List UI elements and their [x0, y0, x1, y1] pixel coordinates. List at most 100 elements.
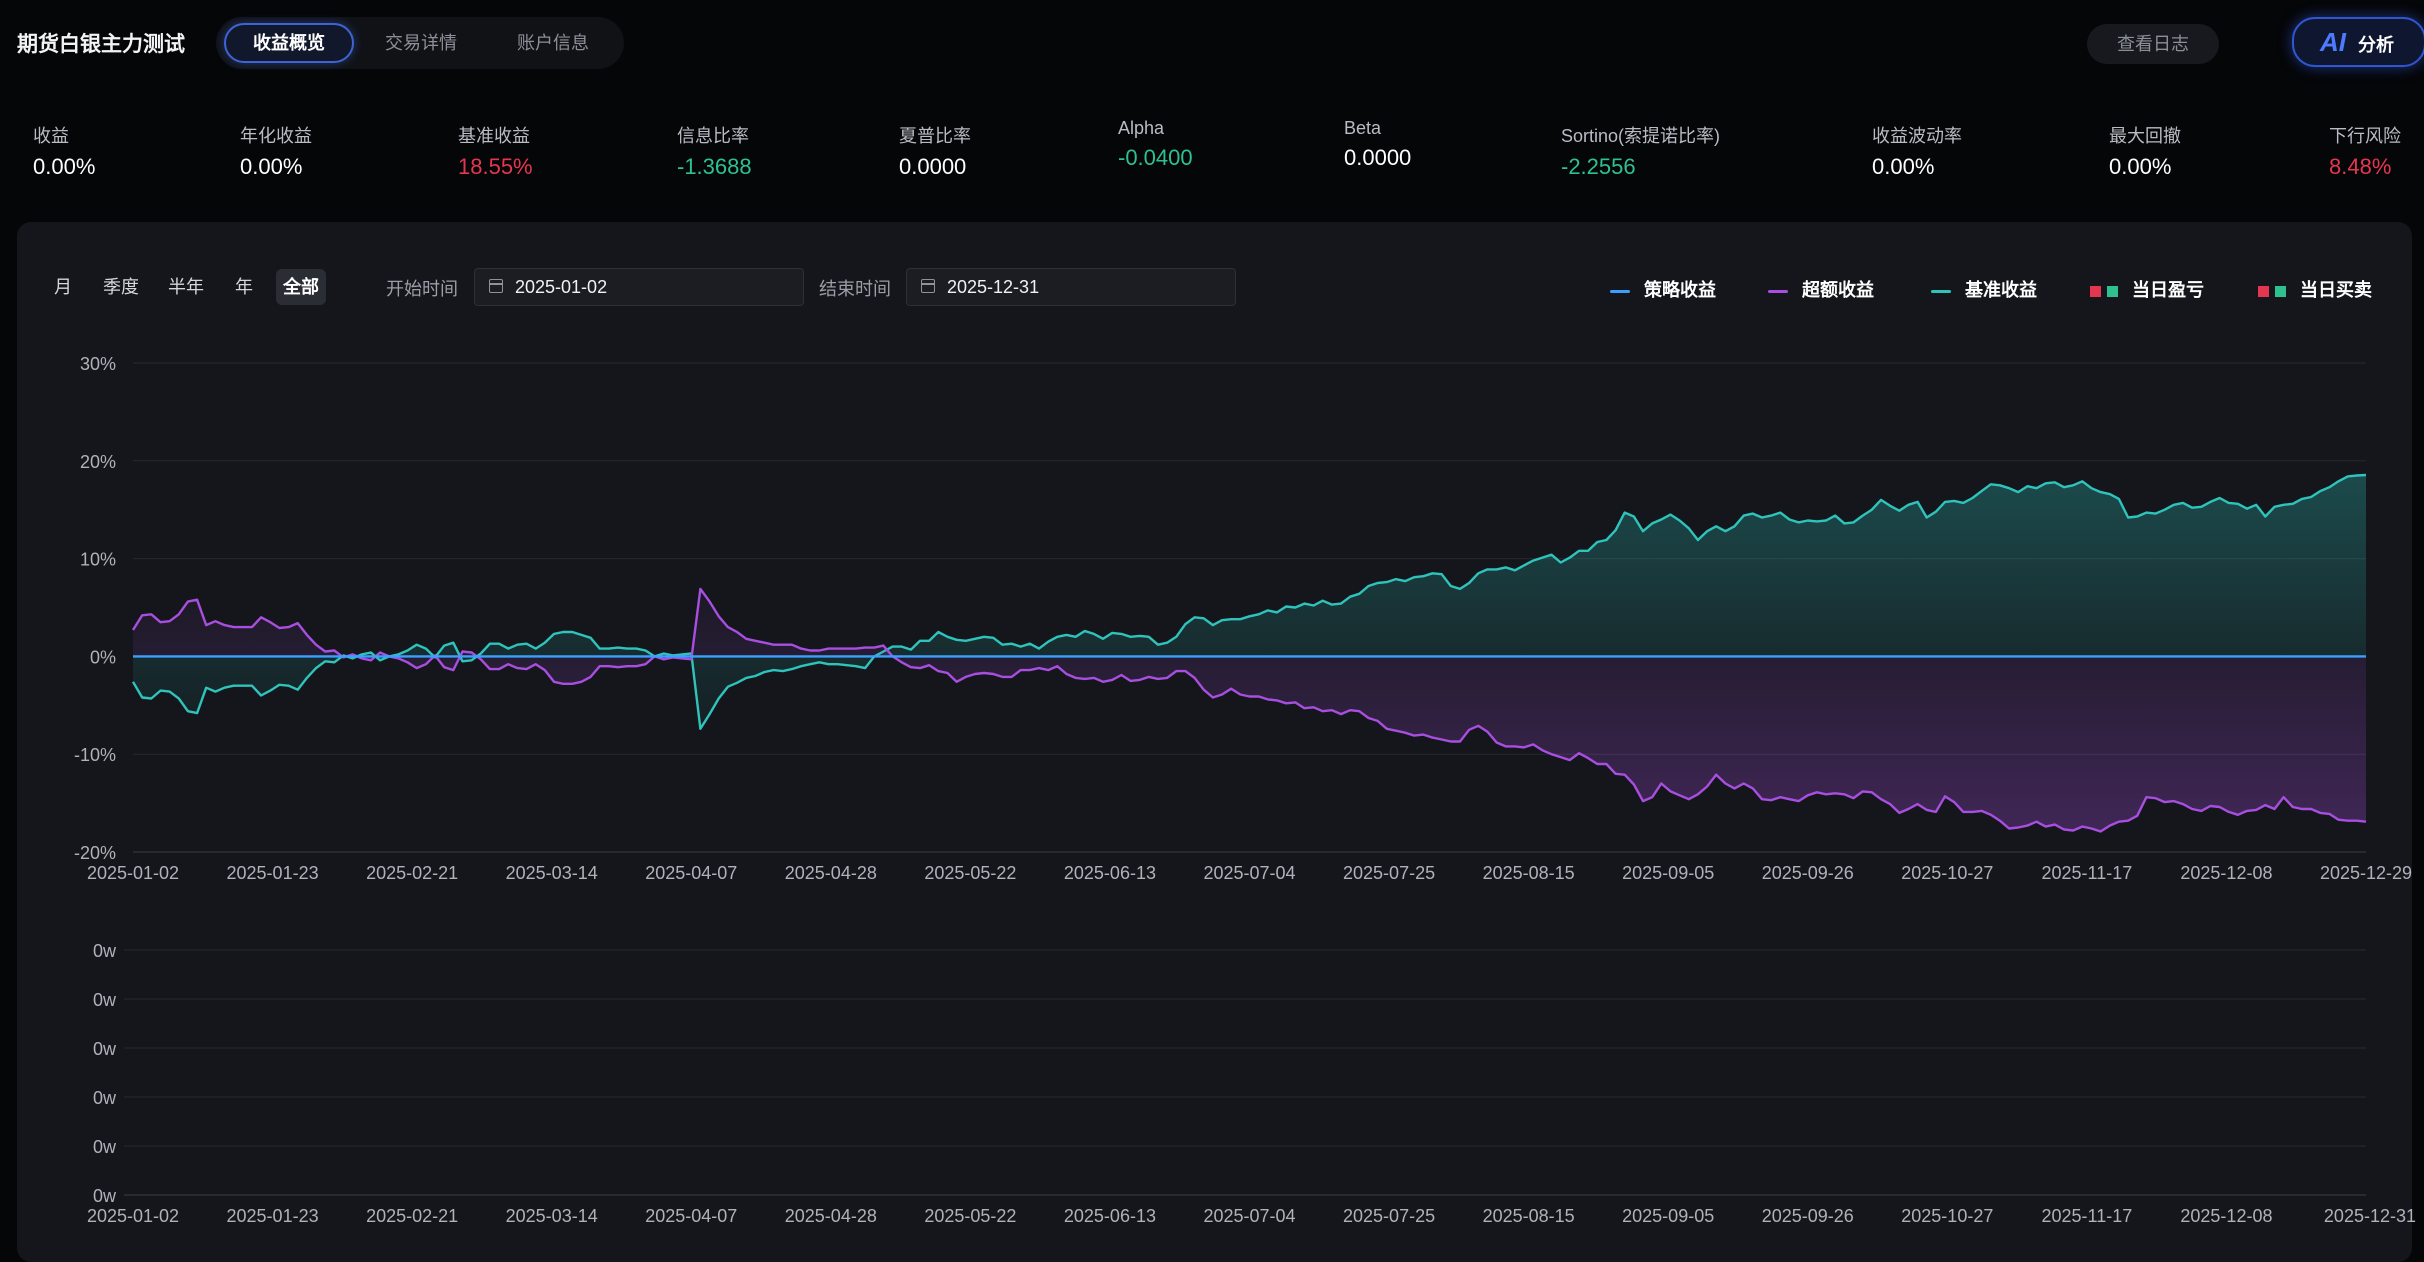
metric-benchmark-return: 基准收益 18.55% [458, 122, 533, 180]
y-tick-label: 30% [80, 354, 116, 374]
y-tick-label: 0w [93, 1137, 117, 1157]
legend-strategy-return[interactable]: 策略收益 [1610, 276, 1716, 302]
period-year-button[interactable]: 年 [235, 277, 253, 297]
metric-value: -0.0400 [1118, 145, 1193, 170]
metric-sharpe-ratio: 夏普比率 0.0000 [899, 122, 971, 180]
legend-line-benchmark [1931, 289, 1951, 293]
legend-square-red [2090, 285, 2101, 297]
metric-sortino-ratio: Sortino(索提诺比率) -2.2556 [1561, 122, 1720, 180]
metric-information-ratio: 信息比率 -1.3688 [677, 122, 752, 180]
legend-daily-pnl[interactable]: 当日盈亏 [2090, 276, 2204, 302]
x-tick-label: 2025-06-13 [1064, 863, 1156, 883]
x-tick-label: 2025-01-23 [227, 1206, 319, 1226]
legend-label: 策略收益 [1644, 280, 1716, 300]
x-tick-label: 2025-12-31 [2324, 1206, 2416, 1226]
legend-label: 基准收益 [1965, 280, 2037, 300]
legend-line-strategy [1610, 289, 1630, 293]
page-title: 期货白银主力测试 [17, 33, 185, 56]
x-tick-label: 2025-09-05 [1622, 863, 1714, 883]
legend-label: 当日买卖 [2300, 280, 2372, 300]
y-tick-label: 0w [93, 1088, 117, 1108]
x-tick-label: 2025-05-22 [924, 1206, 1016, 1226]
ai-analysis-button[interactable]: AI 分析 [2292, 17, 2424, 67]
metric-label: 最大回撤 [2109, 126, 2181, 146]
x-tick-label: 2025-11-17 [2042, 863, 2133, 883]
x-tick-label: 2025-05-22 [924, 863, 1016, 883]
x-tick-label: 2025-07-25 [1343, 863, 1435, 883]
series-line [131, 473, 2367, 730]
end-date-value: 2025-12-31 [947, 277, 1040, 297]
x-tick-label: 2025-07-04 [1203, 1206, 1295, 1226]
legend-daily-trades[interactable]: 当日买卖 [2258, 276, 2372, 302]
x-tick-label: 2025-01-23 [227, 863, 319, 883]
x-tick-label: 2025-04-07 [645, 1206, 737, 1226]
metric-label: 下行风险 [2329, 126, 2401, 146]
x-tick-label: 2025-02-21 [366, 1206, 458, 1226]
tab-account-info[interactable]: 账户信息 [517, 33, 589, 53]
x-tick-label: 2025-07-04 [1203, 863, 1295, 883]
x-tick-label: 2025-03-14 [506, 1206, 598, 1226]
period-all-button[interactable]: 全部 [276, 269, 326, 305]
return-line-chart: 30% 20% 10% 0% -10% -20%2025-01-02 2025-01-23 2… [74, 354, 2412, 883]
period-half-year-button[interactable]: 半年 [168, 277, 204, 297]
legend-label: 超额收益 [1802, 280, 1874, 300]
metric-value: 8.48% [2329, 154, 2392, 179]
x-tick-label: 2025-12-29 [2320, 863, 2412, 883]
metric-label: 收益波动率 [1872, 126, 1962, 146]
period-month-button[interactable]: 月 [54, 277, 72, 297]
end-date-input[interactable]: 2025-12-31 [906, 268, 1236, 306]
series-area [133, 475, 2366, 729]
y-tick-label: 0w [93, 990, 117, 1010]
tab-overview[interactable]: 收益概览 [224, 23, 354, 63]
x-tick-label: 2025-02-21 [366, 863, 458, 883]
metric-label: 年化收益 [240, 126, 312, 146]
x-tick-label: 2025-03-14 [506, 863, 598, 883]
metric-value: 0.00% [33, 154, 96, 179]
calendar-icon [921, 279, 935, 293]
metric-annualized-return: 年化收益 0.00% [240, 122, 312, 180]
x-tick-label: 2025-06-13 [1064, 1206, 1156, 1226]
x-tick-label: 2025-01-02 [87, 863, 179, 883]
top-bar: 期货白银主力测试 收益概览 交易详情 账户信息 查看日志 AI 分析 [0, 0, 2424, 86]
x-tick-label: 2025-10-27 [1901, 863, 1993, 883]
start-date-value: 2025-01-02 [515, 277, 608, 297]
metric-downside-risk: 下行风险 8.48% [2329, 122, 2401, 180]
x-tick-label: 2025-07-25 [1343, 1206, 1435, 1226]
view-log-button[interactable]: 查看日志 [2087, 24, 2219, 64]
x-tick-label: 2025-08-15 [1483, 863, 1575, 883]
legend-benchmark-return[interactable]: 基准收益 [1931, 276, 2037, 302]
ai-analysis-label: 分析 [2358, 35, 2394, 55]
x-tick-label: 2025-09-26 [1762, 1206, 1854, 1226]
tab-trade-details[interactable]: 交易详情 [385, 33, 457, 53]
period-quarter-button[interactable]: 季度 [103, 277, 139, 297]
metric-beta: Beta 0.0000 [1344, 118, 1411, 171]
legend-square-red [2258, 285, 2269, 297]
metric-value: -1.3688 [677, 154, 752, 179]
x-tick-label: 2025-10-27 [1901, 1206, 1993, 1226]
metric-alpha: Alpha -0.0400 [1118, 118, 1193, 171]
x-tick-label: 2025-04-07 [645, 863, 737, 883]
metric-value: 0.0000 [899, 154, 967, 179]
metric-value: -2.2556 [1561, 154, 1636, 179]
metric-return: 收益 0.00% [33, 122, 95, 180]
metric-label: Sortino(索提诺比率) [1561, 126, 1721, 146]
start-date-label: 开始时间 [386, 279, 458, 299]
start-date-input[interactable]: 2025-01-02 [474, 268, 804, 306]
legend-square-green [2275, 285, 2286, 297]
metric-return-volatility: 收益波动率 0.00% [1872, 122, 1962, 180]
y-tick-label: 0% [90, 647, 116, 667]
metric-value: 18.55% [458, 154, 533, 179]
x-tick-label: 2025-11-17 [2042, 1206, 2133, 1226]
x-tick-label: 2025-09-05 [1622, 1206, 1714, 1226]
y-tick-label: 0w [93, 941, 117, 961]
legend-square-green [2107, 285, 2118, 297]
x-tick-label: 2025-01-02 [87, 1206, 179, 1226]
y-tick-label: 20% [80, 452, 116, 472]
x-tick-label: 2025-12-08 [2180, 1206, 2272, 1226]
metric-label: 信息比率 [677, 126, 749, 146]
legend-excess-return[interactable]: 超额收益 [1768, 276, 1874, 302]
metric-value: 0.00% [240, 154, 303, 179]
metric-label: 收益 [33, 126, 69, 146]
